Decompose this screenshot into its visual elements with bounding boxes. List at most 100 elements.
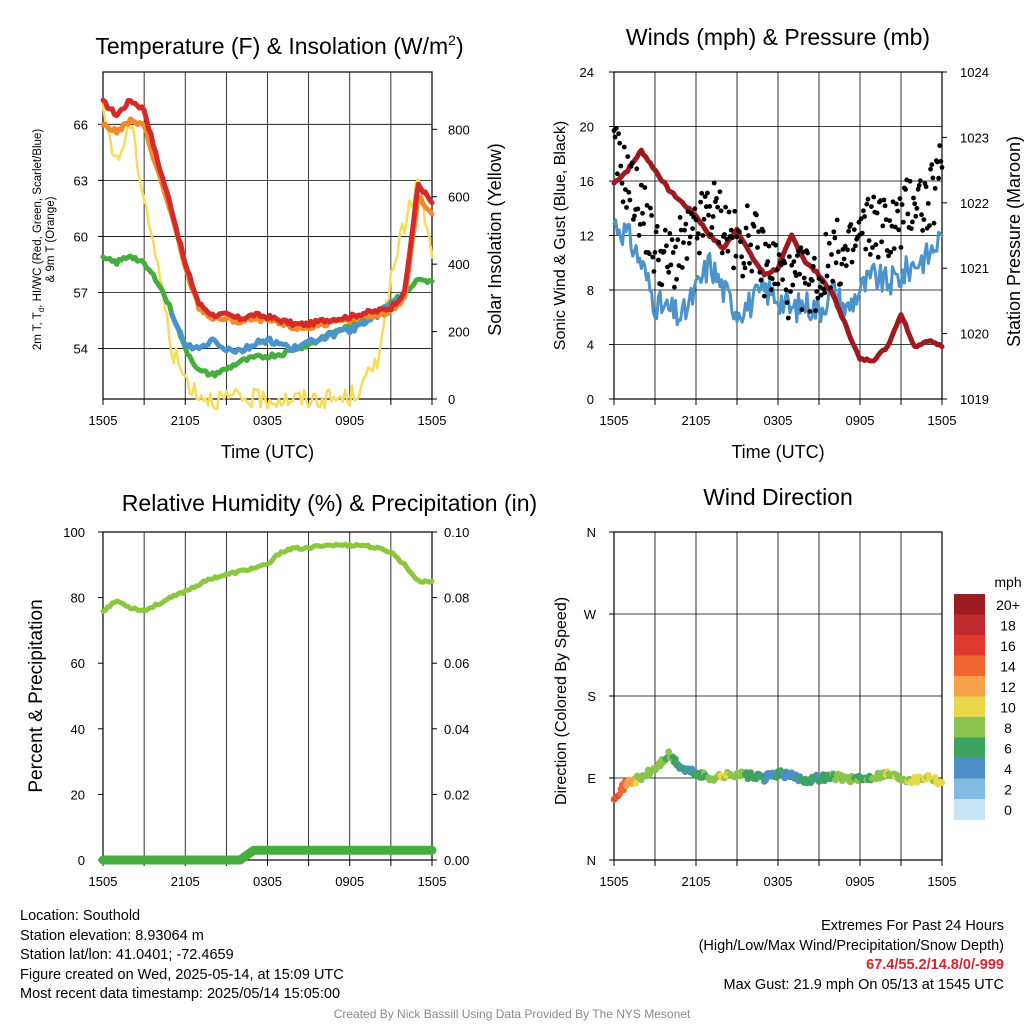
- legend-swatch: [954, 655, 985, 677]
- gust-point: [848, 222, 854, 227]
- gust-point: [662, 227, 668, 233]
- direction-point: [665, 748, 672, 755]
- legend-label: 14: [1000, 659, 1016, 675]
- gust-point: [651, 269, 657, 274]
- x-tick-label: 2105: [682, 413, 711, 428]
- gust-point: [757, 269, 763, 275]
- gust-point: [820, 279, 825, 285]
- y2-tick-label: 0.02: [444, 787, 469, 802]
- gust-point: [881, 197, 887, 203]
- max-gust: Max Gust: 21.9 mph On 05/13 at 1545 UTC: [723, 976, 1004, 993]
- gust-point: [723, 204, 728, 210]
- gust-point: [817, 284, 823, 290]
- gust-point: [842, 243, 848, 249]
- gust-point: [810, 264, 816, 269]
- gust-point: [801, 275, 807, 281]
- gust-point: [908, 226, 914, 232]
- gust-point: [756, 229, 761, 235]
- y2-tick-label: 0: [448, 392, 455, 407]
- x-tick-label: 1505: [600, 413, 629, 428]
- gust-point: [625, 154, 631, 160]
- recent-timestamp: Most recent data timestamp: 2025/05/14 1…: [20, 986, 341, 1002]
- gust-point: [929, 162, 935, 168]
- gust-point: [920, 228, 925, 233]
- legend-label: 16: [1000, 638, 1016, 654]
- gust-point: [823, 231, 829, 237]
- y-tick-label: 0: [78, 853, 85, 868]
- gust-point: [853, 243, 858, 249]
- gust-point: [805, 250, 810, 256]
- gust-point: [879, 239, 884, 245]
- legend-label: 6: [1004, 741, 1012, 757]
- gust-point: [661, 249, 667, 254]
- gust-point: [866, 238, 872, 244]
- legend-swatch: [954, 594, 985, 615]
- gust-point: [613, 125, 619, 131]
- gust-point: [769, 276, 775, 282]
- gust-point: [646, 251, 652, 257]
- plot-temperature: 1505 2105 0305 0905 1505 54 57 60 63 66 0 200 400 600…: [32, 32, 505, 462]
- gust-point: [718, 208, 724, 214]
- gust-point: [919, 212, 924, 218]
- gust-point: [681, 240, 686, 246]
- gust-point: [887, 218, 892, 224]
- y2-tick-label: 0.06: [444, 656, 469, 671]
- plot-humidity: 1505 2105 0305 0905 1505 0 20 40 60 80 100 0.00 0.02…: [26, 490, 537, 889]
- legend-label: 0: [1004, 802, 1012, 818]
- gust-point: [806, 282, 812, 287]
- gust-point: [814, 289, 820, 294]
- gust-point: [635, 206, 641, 212]
- gust-point: [747, 260, 752, 266]
- gust-point: [905, 211, 911, 217]
- gust-point: [722, 232, 727, 237]
- gust-point: [695, 231, 701, 237]
- gust-point: [798, 245, 804, 251]
- station-info: Location: Southold Station elevation: 8.…: [20, 907, 344, 1005]
- gust-point: [685, 209, 691, 214]
- gust-point: [668, 262, 674, 268]
- gust-point: [648, 205, 653, 211]
- gust-point: [775, 281, 781, 287]
- gust-point: [656, 257, 661, 263]
- gust-point: [766, 243, 772, 249]
- gust-point: [907, 178, 913, 184]
- gust-point: [916, 183, 922, 188]
- gust-point: [749, 268, 755, 274]
- gust-point: [678, 227, 684, 233]
- gust-point: [742, 265, 748, 271]
- gust-point: [726, 209, 732, 215]
- gust-point: [829, 252, 834, 257]
- gust-point: [739, 254, 744, 260]
- gust-point: [694, 235, 700, 241]
- gust-point: [831, 229, 837, 235]
- gust-point: [780, 277, 785, 283]
- y-tick-label: N: [587, 525, 596, 540]
- y2-tick-label: 1020: [960, 327, 989, 342]
- chart-title: Wind Direction: [703, 484, 853, 510]
- speed-legend: mph 20+ 18 16 14 12 10 8 6 4 2 0: [954, 574, 1022, 820]
- gust-point: [744, 203, 750, 209]
- gust-point: [828, 285, 833, 291]
- gust-point: [813, 308, 818, 314]
- gust-point: [724, 236, 730, 242]
- series-line-precipitation: [98, 845, 437, 865]
- gust-point: [791, 259, 797, 264]
- x-tick-label: 2105: [171, 874, 200, 889]
- gust-point: [687, 234, 693, 240]
- gust-point: [845, 247, 850, 253]
- chart-title: Temperature (F) & Insolation (W/m2): [95, 32, 463, 59]
- station-latlon: Station lat/lon: 41.0401; -72.4659: [20, 947, 234, 963]
- gust-point: [783, 287, 789, 293]
- station-elevation: Station elevation: 8.93064 m: [20, 927, 204, 944]
- gust-point: [653, 229, 659, 235]
- gust-point: [843, 263, 849, 269]
- gust-point: [834, 217, 840, 223]
- gust-point: [714, 196, 719, 201]
- gust-point: [618, 163, 624, 169]
- y-tick-label: 40: [71, 722, 85, 737]
- gust-point: [863, 246, 869, 252]
- gust-point: [849, 259, 855, 265]
- gust-point: [690, 226, 695, 232]
- gust-point: [867, 252, 873, 257]
